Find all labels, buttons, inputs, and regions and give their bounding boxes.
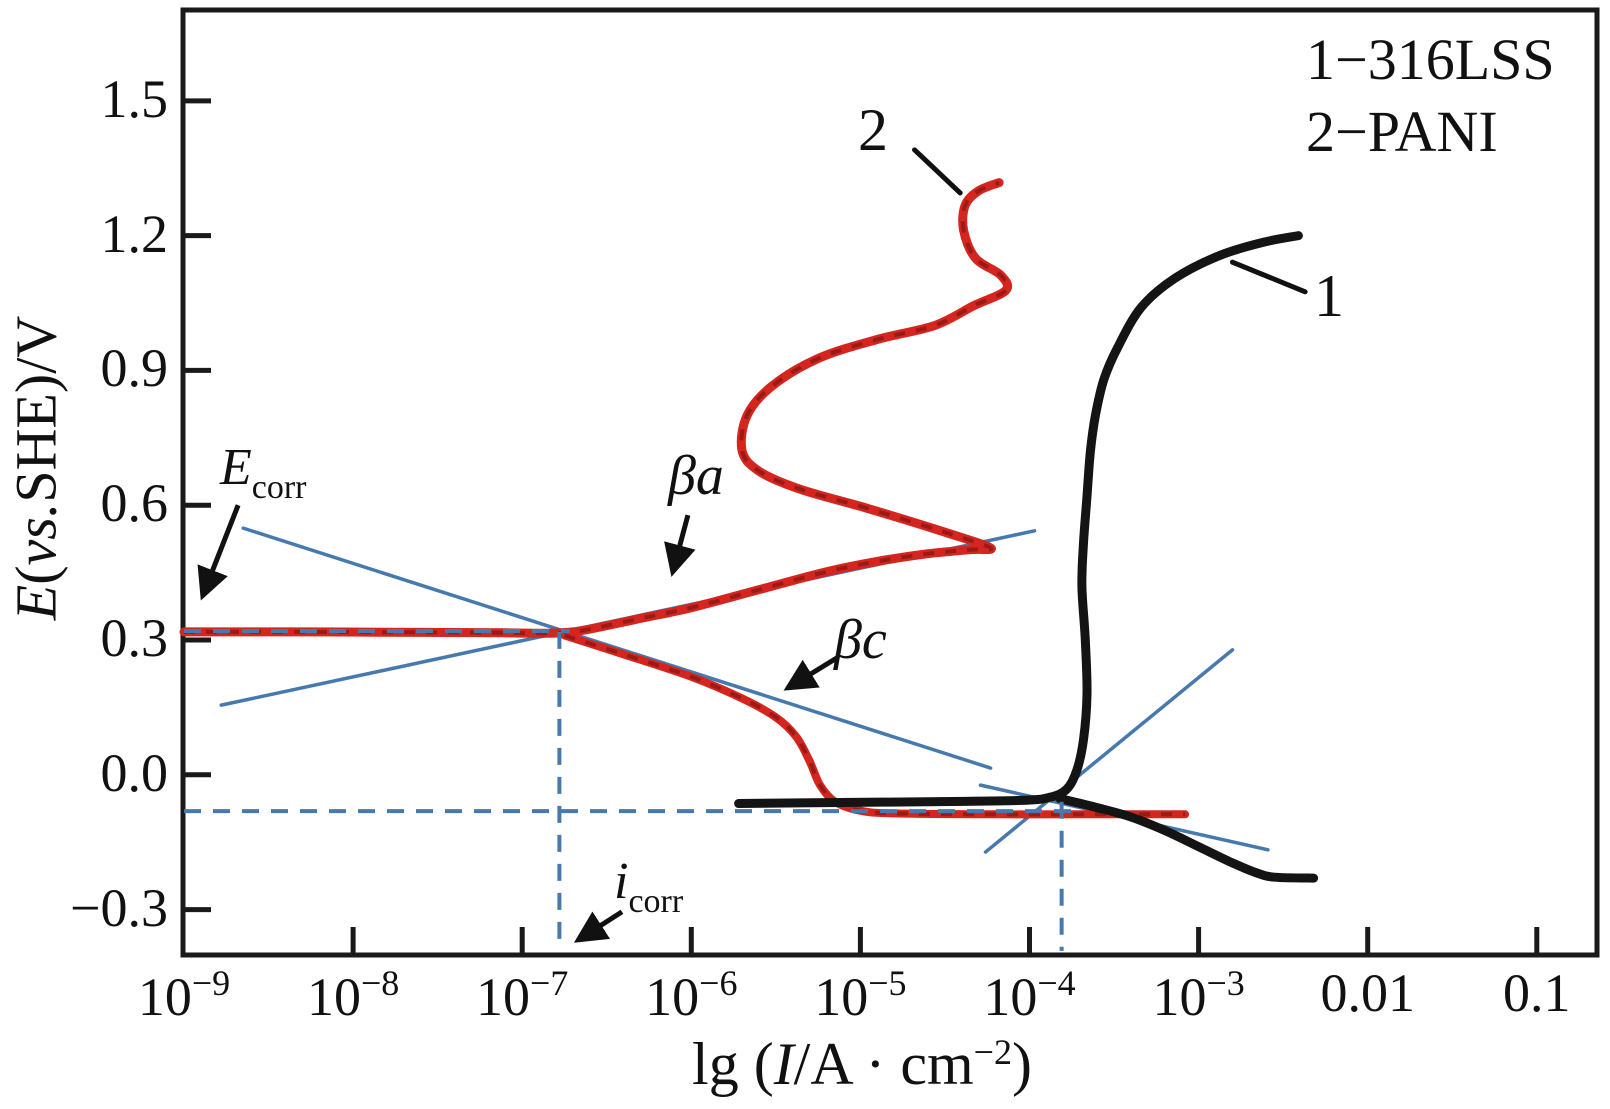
i-corr-annotation: icorr <box>614 853 684 920</box>
legend-item-316lss: 1−316LSS <box>1306 27 1555 92</box>
beta-a-annotation: βa <box>668 445 724 507</box>
curve-leader-line <box>912 147 963 196</box>
x-tick-label: 0.1 <box>1503 963 1571 1023</box>
e-corr-annotation: Ecorr <box>220 439 307 506</box>
y-tick-label: 1.2 <box>100 203 169 264</box>
curve-texture <box>183 180 1010 636</box>
legend: 1−316LSS 2−PANI <box>1306 24 1555 168</box>
curve-steel <box>734 231 1303 808</box>
y-tick-label: 0.6 <box>100 473 169 534</box>
tafel-fit-line <box>983 648 1235 854</box>
y-tick-label: 0.0 <box>100 742 169 803</box>
y-tick-label: 1.5 <box>100 68 169 129</box>
y-tick-label: 0.3 <box>100 608 169 668</box>
x-tick-label: 10−7 <box>476 963 569 1027</box>
legend-item-pani: 2−PANI <box>1306 99 1498 164</box>
curve-pani <box>179 178 1013 638</box>
annotation-arrow <box>783 655 839 691</box>
y-tick-label: 0.9 <box>100 338 169 399</box>
curve-texture <box>563 633 1186 817</box>
x-tick-label: 10−9 <box>137 963 231 1027</box>
annotation-arrow <box>664 514 696 577</box>
plot-frame <box>180 7 1600 958</box>
y-axis-title: E(vs.SHE)/V <box>3 315 69 621</box>
x-tick-label: 10−4 <box>983 963 1076 1027</box>
curve-steel <box>1055 794 1319 883</box>
curve-leader-line <box>1229 259 1308 295</box>
annotation-arrow <box>573 909 624 943</box>
y-tick-label: −0.3 <box>70 877 168 938</box>
beta-c-annotation: βc <box>834 609 887 671</box>
annotation-arrow <box>197 504 241 601</box>
curve-1-label: 1 <box>1314 263 1344 329</box>
x-tick-label: 10−6 <box>645 963 738 1027</box>
x-tick-label: 10−8 <box>306 963 400 1027</box>
x-tick-label: 10−5 <box>814 963 907 1027</box>
x-axis-title: lg (I/A · cm−2) <box>692 1031 1032 1097</box>
x-tick-label: 0.01 <box>1320 963 1415 1023</box>
curve-2-label: 2 <box>858 97 888 163</box>
x-tick-label: 10−3 <box>1152 963 1245 1027</box>
